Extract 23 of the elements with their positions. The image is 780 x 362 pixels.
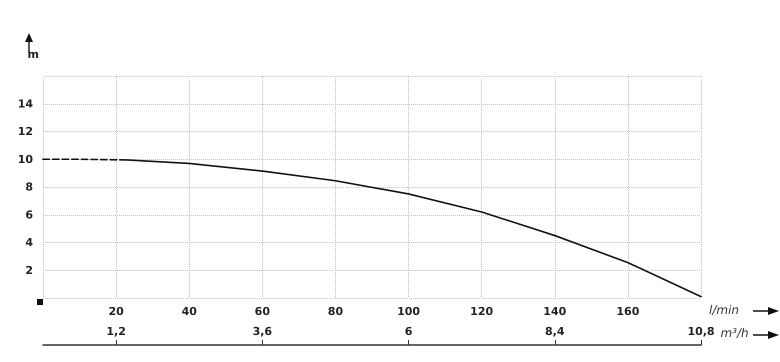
x2-tick-label: 3,6 (252, 325, 272, 338)
x-tick-label: 100 (397, 305, 420, 318)
x2-axis-title: m³/h (720, 326, 749, 340)
x-tick-label: 80 (328, 305, 344, 318)
x2-tick-label: 1,2 (106, 325, 126, 338)
x2-tick-label: 6 (404, 325, 413, 338)
x-tick-label: 120 (470, 305, 494, 318)
x2-tick-label: 10,8 (687, 325, 715, 338)
y-tick-label: 2 (25, 264, 33, 277)
y-tick-label: 14 (18, 97, 34, 110)
y-tick-label: 4 (25, 236, 34, 249)
y-tick-label: 8 (25, 180, 33, 194)
x-axis-title: l/min (709, 303, 740, 317)
x-tick-label: 60 (254, 305, 270, 318)
x2-tick-label: 8,4 (545, 325, 565, 338)
x-tick-label: 140 (543, 305, 567, 318)
x-tick-label: 160 (616, 305, 640, 318)
x-tick-label: 20 (108, 305, 124, 318)
y-tick-label: 12 (18, 125, 33, 138)
y-tick-label: 6 (25, 208, 34, 222)
y-tick-label: 10 (18, 152, 34, 166)
y-axis-title: m (28, 48, 39, 61)
x-tick-label: 40 (182, 305, 198, 318)
